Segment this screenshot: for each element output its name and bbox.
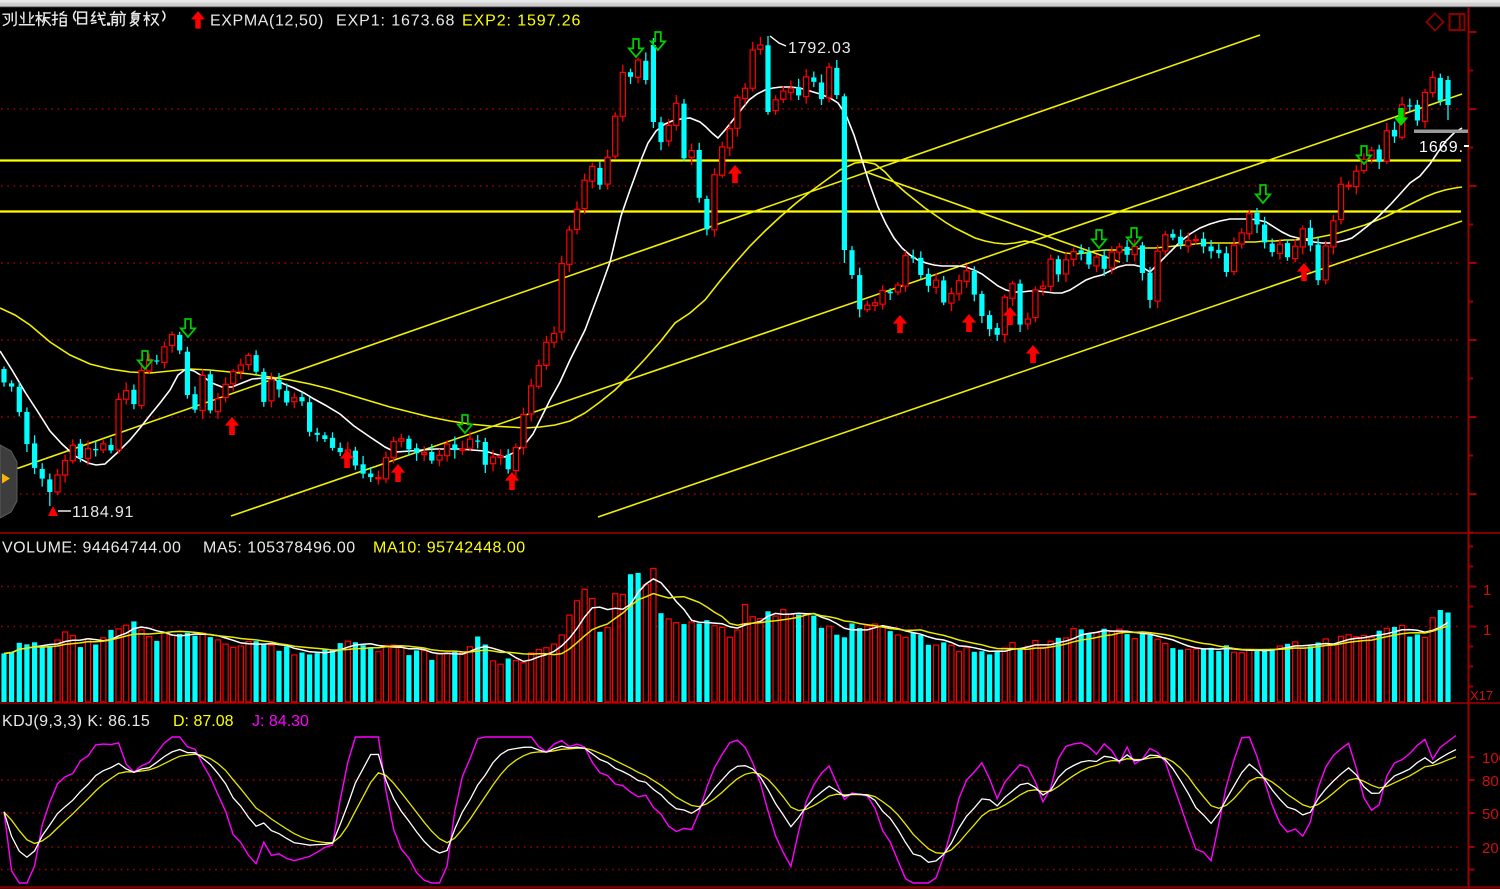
svg-text:J: 84.30: J: 84.30 bbox=[252, 713, 309, 730]
svg-text:1: 1 bbox=[1483, 582, 1491, 599]
svg-text:VOLUME: 94464744.00: VOLUME: 94464744.00 bbox=[2, 540, 181, 557]
svg-text:X17: X17 bbox=[1470, 688, 1493, 703]
svg-text:50: 50 bbox=[1482, 806, 1499, 823]
svg-text:EXP2: 1597.26: EXP2: 1597.26 bbox=[462, 13, 581, 30]
svg-text:EXPMA(12,50): EXPMA(12,50) bbox=[210, 13, 324, 30]
svg-text:MA10: 95742448.00: MA10: 95742448.00 bbox=[373, 540, 526, 557]
svg-text:MA5: 105378496.00: MA5: 105378496.00 bbox=[203, 540, 356, 557]
svg-text:D: 87.08: D: 87.08 bbox=[173, 713, 234, 730]
svg-text:80: 80 bbox=[1482, 773, 1499, 790]
svg-text:20: 20 bbox=[1482, 840, 1499, 857]
svg-text:1792.03: 1792.03 bbox=[788, 40, 851, 57]
svg-text:EXP1: 1673.68: EXP1: 1673.68 bbox=[336, 13, 455, 30]
svg-text:100: 100 bbox=[1482, 750, 1500, 767]
svg-text:KDJ(9,3,3) K: 86.15: KDJ(9,3,3) K: 86.15 bbox=[2, 713, 150, 730]
svg-text:1184.91: 1184.91 bbox=[72, 504, 134, 521]
svg-text:1669.: 1669. bbox=[1419, 139, 1464, 156]
svg-text:1: 1 bbox=[1483, 622, 1491, 639]
